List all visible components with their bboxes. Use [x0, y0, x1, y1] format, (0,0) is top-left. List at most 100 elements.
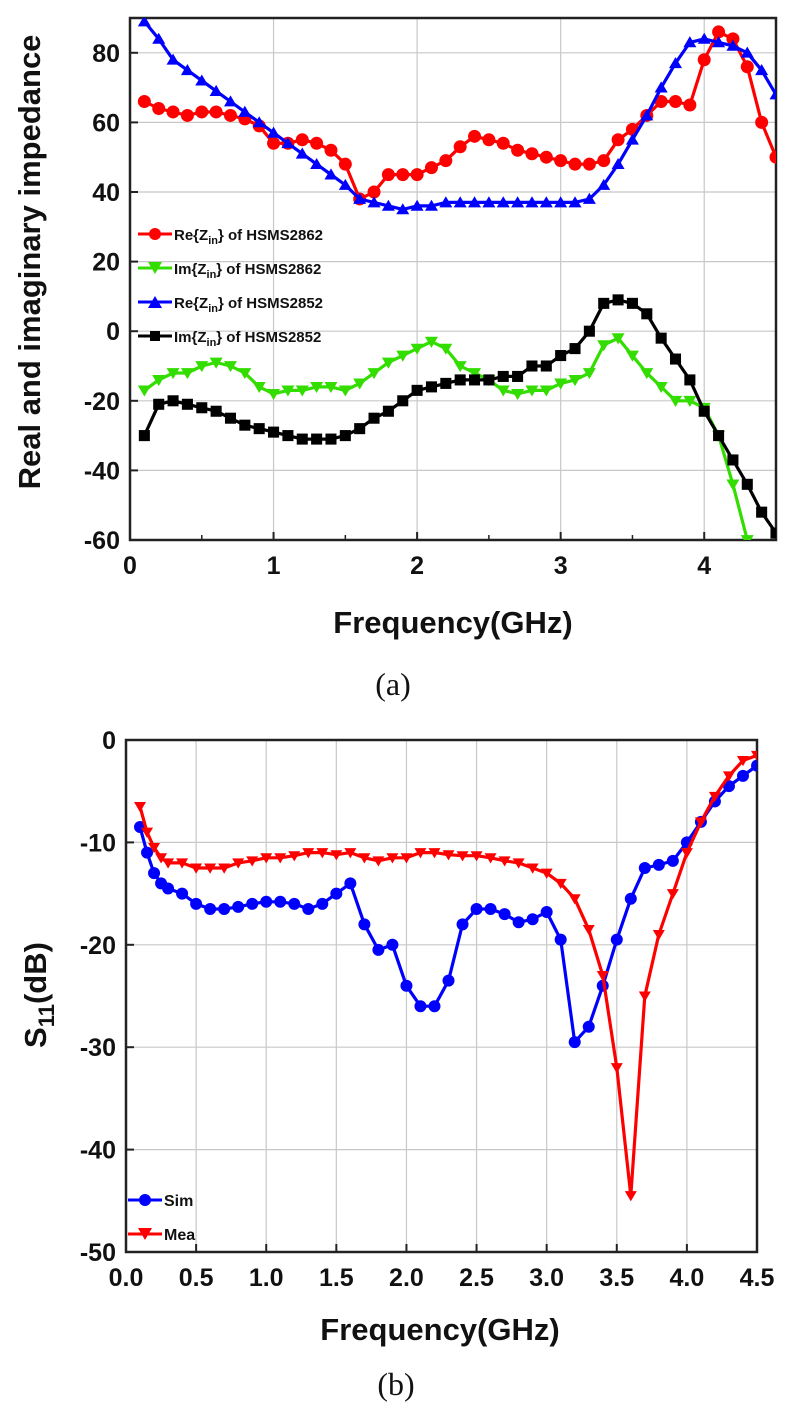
chart-a-x-tick-label: 1 — [267, 552, 281, 580]
chart-a-series-4-point — [555, 350, 567, 362]
chart-b-series-2-point — [204, 863, 217, 874]
chart-b-legend-label-mea: Mea — [164, 1227, 195, 1244]
chart-a-series-3-point — [453, 196, 467, 208]
chart-a-series-3-point — [654, 81, 668, 93]
chart-a-series-3-point — [554, 196, 568, 208]
chart-b-series-1-point — [162, 882, 175, 895]
chart-a-series-4-point — [741, 478, 753, 490]
chart-a-series-3-point — [353, 192, 367, 204]
chart-a-legend-item-4: Im{Zin} of HSMS2852 — [138, 329, 321, 349]
chart-b-series-2-point — [330, 850, 343, 861]
chart-a-series-1-point — [381, 168, 395, 182]
chart-b-series-2-point — [526, 863, 539, 874]
chart-a-series-4-point — [196, 402, 208, 414]
chart-a-series-3-point — [295, 147, 309, 159]
chart-a-series-3 — [137, 18, 776, 215]
chart-a-legend-item-3: Re{Zin} of HSMS2852 — [138, 295, 323, 315]
chart-b: 0.0 0.5 1.0 1.5 2.0 2.5 3.0 3.5 4.0 4.5 -50 -40 -30… — [18, 727, 774, 1402]
chart-a-series-1-point — [525, 147, 539, 161]
chart-b-series-2-point — [708, 791, 721, 803]
chart-b-series-1-point — [302, 902, 315, 915]
panel-label-b: (b) — [377, 1366, 414, 1402]
chart-b-series-1-point — [414, 1000, 427, 1013]
chart-a-legend-label-1: Re{Zin} of HSMS2862 — [174, 227, 323, 247]
chart-a-series-3-point — [338, 178, 352, 190]
chart-b-series-1-point — [204, 902, 217, 915]
chart-a-series-3-point — [640, 109, 654, 121]
chart-b-series-2-point — [736, 755, 749, 767]
chart-a-y-axis-label: Real and imaginary impedance — [12, 35, 47, 490]
chart-b-series-1-point — [554, 933, 567, 946]
chart-b-series-2-point — [148, 843, 161, 854]
chart-a-series-2-point — [539, 385, 553, 397]
chart-a-series-4-point — [268, 426, 280, 438]
chart-a-series-4-point — [612, 294, 624, 306]
chart-b-series-1-point — [148, 867, 161, 880]
chart-b-series-2-point — [568, 894, 581, 905]
chart-b-series-1 — [134, 759, 757, 1049]
chart-a-series-1-point — [396, 168, 410, 182]
chart-b-series-1-point — [456, 918, 469, 931]
chart-a-series-2-point — [654, 382, 668, 394]
chart-a-series-2 — [137, 333, 754, 540]
chart-a-series-1-point — [424, 161, 438, 175]
chart-a-series-1-point — [295, 133, 309, 147]
chart-b-y-tick-label: -20 — [80, 932, 116, 960]
chart-a-series-2-point — [252, 382, 266, 394]
chart-b-series-2-point — [722, 771, 735, 782]
chart-a-series-2-point — [611, 333, 625, 345]
chart-b-x-tick-label: 3.0 — [529, 1264, 564, 1292]
chart-a-series-2-point — [396, 350, 410, 362]
chart-b-series-2-point — [456, 851, 469, 862]
chart-a-series-4-point — [483, 374, 495, 386]
chart-a-series-3-point — [597, 178, 611, 190]
chart-b-y-tick-labels: -50 -40 -30 -20 -10 0 — [80, 727, 116, 1267]
chart-a-series-2-point — [468, 368, 482, 380]
chart-b-series-1-point — [218, 902, 231, 915]
chart-b-series-2-point — [218, 863, 231, 874]
chart-b-series-1-point — [610, 933, 623, 946]
chart-a-series-4-point — [569, 343, 581, 355]
chart-a-series-4-point — [669, 353, 682, 365]
chart-a-series-2-line — [143, 336, 749, 540]
chart-a-series-2-point — [683, 395, 697, 407]
chart-a-series-3-point — [310, 157, 324, 170]
chart-a-series-1-point — [554, 154, 568, 168]
chart-a-series-4-point — [598, 297, 610, 309]
chart-a-series-3-point — [669, 57, 683, 69]
chart-b-tick-marks — [125, 739, 758, 1253]
chart-a-series-1-point — [439, 154, 453, 168]
chart-a-series-1-point — [511, 143, 525, 157]
chart-a-y-tick-label: -20 — [84, 388, 120, 416]
chart-a-series-2-point — [381, 357, 395, 369]
chart-a-y-tick-label: -60 — [84, 527, 120, 555]
chart-a-series-1-point — [683, 98, 697, 112]
chart-b-series-2-point — [162, 858, 175, 869]
chart-a-series-2-point — [367, 368, 381, 380]
chart-a-y-tick-label: 80 — [92, 40, 120, 68]
chart-a-y-tick-label: 40 — [92, 179, 120, 207]
chart-a-series-3-point — [712, 36, 726, 48]
chart-a-series-2-point — [195, 361, 209, 373]
chart-a-series-4-point — [626, 297, 638, 309]
chart-a-y-tick-labels: -60 -40 -20 0 20 40 60 80 — [84, 40, 120, 555]
chart-a-series-2-point — [166, 368, 180, 380]
chart-a-plot-frame — [128, 16, 778, 542]
chart-b-series-2-point — [624, 1191, 637, 1202]
chart-a-series-2-point — [554, 378, 568, 390]
chart-a-series-3-point — [410, 199, 424, 211]
chart-a-series-1-point — [195, 105, 209, 119]
chart-a-series-2-point — [511, 388, 525, 401]
chart-a-series-4-point — [713, 430, 725, 442]
chart-a-series-4-point — [512, 370, 524, 382]
chart-a-series-4-point — [425, 381, 437, 393]
chart-b-x-axis-label: Frequency(GHz) — [320, 1312, 559, 1347]
chart-a-series-2-point — [152, 375, 166, 387]
chart-a-series-2-point — [568, 375, 582, 387]
chart-a-legend-item-2: Im{Zin} of HSMS2862 — [138, 261, 321, 281]
chart-a-series-2-point — [424, 336, 438, 348]
chart-a-series-3-point — [223, 95, 237, 107]
chart-b-series-1-point — [442, 974, 455, 987]
